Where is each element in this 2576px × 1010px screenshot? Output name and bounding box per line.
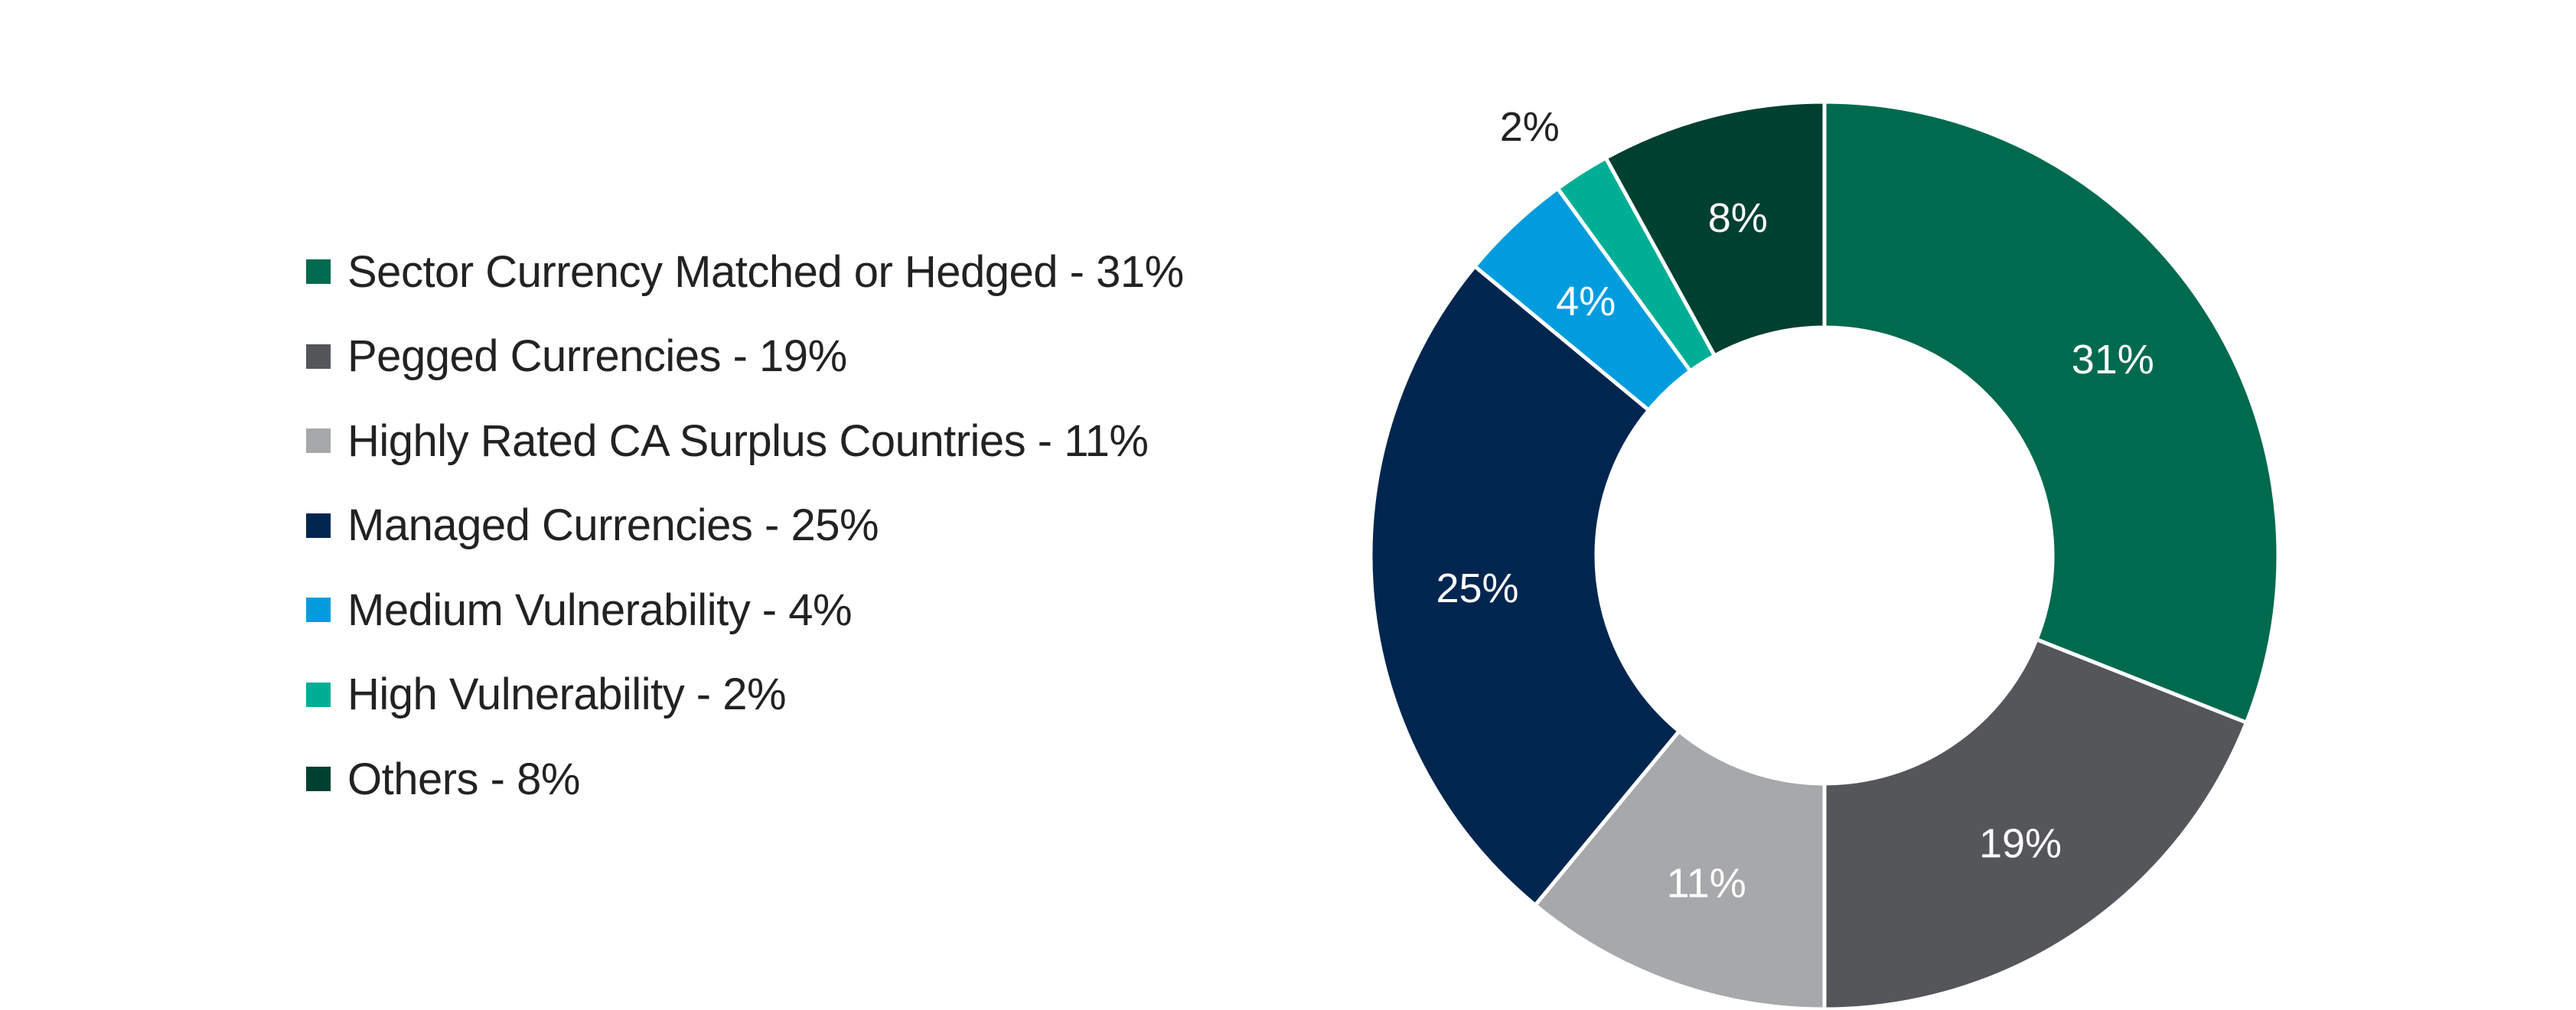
legend-item-highly-rated: Highly Rated CA Surplus Countries - 11% bbox=[306, 399, 1301, 484]
slice-label-others: 8% bbox=[1708, 195, 1768, 241]
legend-swatch bbox=[306, 513, 331, 538]
legend-swatch bbox=[306, 428, 331, 454]
legend-swatch bbox=[306, 259, 331, 285]
legend-swatch bbox=[306, 767, 331, 792]
slice-sector-currency-matched-or-hedged bbox=[1822, 99, 2281, 725]
legend-label: Managed Currencies - 25% bbox=[347, 500, 879, 551]
slice-others bbox=[1603, 99, 1827, 359]
legend-label: Sector Currency Matched or Hedged - 31% bbox=[347, 246, 1184, 297]
slice-managed-currencies bbox=[1368, 263, 1682, 908]
slice-label-managed-currencies: 25% bbox=[1436, 565, 1518, 611]
slice-highly-rated-ca-surplus-countries bbox=[1532, 728, 1827, 1010]
legend-swatch bbox=[306, 598, 331, 623]
slice-label-medium-vulnerability: 4% bbox=[1556, 279, 1616, 324]
legend-item-pegged-currencies: Pegged Currencies - 19% bbox=[306, 314, 1301, 399]
legend-item-others: Others - 8% bbox=[306, 737, 1301, 822]
legend-swatch bbox=[306, 344, 331, 369]
legend-label: Others - 8% bbox=[347, 754, 580, 804]
legend-label: High Vulnerability - 2% bbox=[347, 670, 787, 720]
slice-label-high-vulnerability: 2% bbox=[1500, 104, 1560, 150]
legend-item-sector-currency: Sector Currency Matched or Hedged - 31% bbox=[306, 230, 1301, 314]
legend: Sector Currency Matched or Hedged - 31% … bbox=[306, 230, 1301, 822]
legend-item-medium-vulnerability: Medium Vulnerability - 4% bbox=[306, 568, 1301, 653]
legend-label: Pegged Currencies - 19% bbox=[347, 331, 847, 382]
slice-label-sector-currency-matched-or-hedged: 31% bbox=[2072, 337, 2154, 383]
legend-swatch bbox=[306, 682, 331, 707]
legend-label: Medium Vulnerability - 4% bbox=[347, 585, 853, 635]
legend-item-high-vulnerability: High Vulnerability - 2% bbox=[306, 653, 1301, 738]
slice-label-pegged-currencies: 19% bbox=[1979, 821, 2062, 867]
legend-item-managed-currencies: Managed Currencies - 25% bbox=[306, 484, 1301, 569]
slice-pegged-currencies bbox=[1822, 637, 2249, 1010]
slice-label-highly-rated-ca-surplus-countries: 11% bbox=[1667, 861, 1746, 907]
legend-label: Highly Rated CA Surplus Countries - 11% bbox=[347, 415, 1149, 466]
